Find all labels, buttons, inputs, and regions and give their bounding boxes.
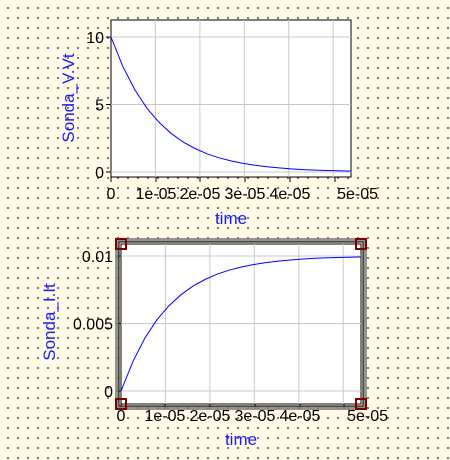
chart-2-series-line <box>120 256 362 392</box>
chart-2-y-axis-label: Sonda_I.It <box>40 283 59 361</box>
x-tick-label: 1e-05 <box>136 186 177 203</box>
chart-2-x-axis-label: time <box>225 430 257 449</box>
y-tick-label: 0 <box>104 384 113 401</box>
y-tick-label: 0.01 <box>82 249 113 266</box>
y-tick-label: 0.005 <box>73 317 113 334</box>
y-tick-label: 10 <box>86 30 104 47</box>
chart-1-plot-area[interactable] <box>110 19 352 178</box>
x-tick-label: 0 <box>107 186 116 203</box>
y-tick-label: 0 <box>95 165 104 182</box>
x-tick-label: 5e-05 <box>337 186 378 203</box>
resize-handle-bottom-right[interactable] <box>355 398 367 410</box>
chart-1-grid <box>111 20 351 177</box>
chart-2-grid <box>121 244 361 404</box>
y-tick-label: 5 <box>95 98 104 115</box>
chart-1-y-axis-label: Sonda_V.Vt <box>59 53 78 142</box>
x-tick-label: 4e-05 <box>270 186 311 203</box>
x-tick-label: 2e-05 <box>190 408 231 425</box>
x-tick-label: 5e-05 <box>347 408 388 425</box>
chart-2-selection-frame-inner <box>118 241 364 407</box>
chart-2-x-ticks: 0 1e-05 2e-05 3e-05 4e-05 5e-05 <box>117 404 388 425</box>
chart-1-x-axis-label: time <box>215 209 247 228</box>
chart-2[interactable]: 0 0.005 0.01 0 1e-05 2e-05 3e-05 4e-05 5e-05 ti… <box>40 238 388 449</box>
x-tick-label: 4e-05 <box>280 408 321 425</box>
x-tick-label: 0 <box>117 408 126 425</box>
chart-1[interactable]: 0 5 10 0 1e-05 2e-05 3e-05 4e-05 5e-05 time Son… <box>59 19 378 228</box>
x-tick-label: 3e-05 <box>235 408 276 425</box>
resize-handle-top-right[interactable] <box>355 238 367 250</box>
x-tick-label: 3e-05 <box>225 186 266 203</box>
chart-1-y-ticks: 0 5 10 <box>86 30 111 182</box>
resize-handle-bottom-left[interactable] <box>115 398 127 410</box>
chart-1-x-ticks: 0 1e-05 2e-05 3e-05 4e-05 5e-05 <box>107 177 378 203</box>
chart-1-series-line <box>110 36 352 172</box>
x-tick-label: 2e-05 <box>180 186 221 203</box>
resize-handle-top-left[interactable] <box>115 238 127 250</box>
chart-2-y-ticks: 0 0.005 0.01 <box>73 249 121 401</box>
x-tick-label: 1e-05 <box>145 408 186 425</box>
chart-2-selection-frame <box>115 238 367 410</box>
